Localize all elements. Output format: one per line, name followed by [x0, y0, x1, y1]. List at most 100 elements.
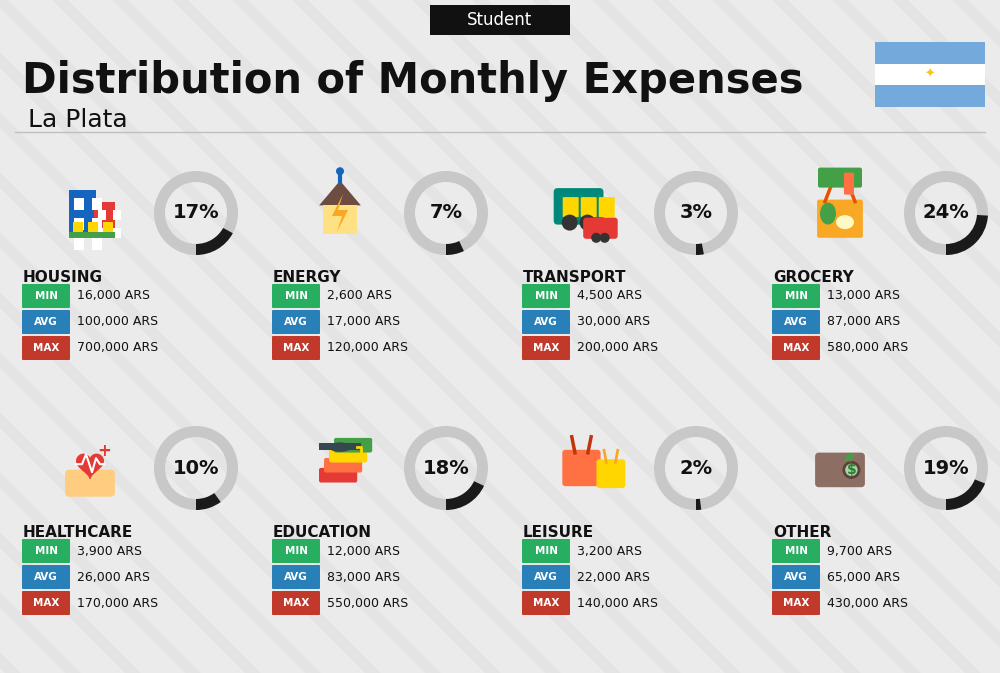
Text: MAX: MAX: [783, 343, 809, 353]
Text: HEALTHCARE: HEALTHCARE: [23, 525, 133, 540]
Text: MAX: MAX: [783, 598, 809, 608]
Polygon shape: [332, 194, 348, 232]
Text: MIN: MIN: [784, 291, 808, 301]
Polygon shape: [77, 454, 103, 479]
Text: 22,000 ARS: 22,000 ARS: [577, 571, 650, 583]
Text: GROCERY: GROCERY: [773, 270, 854, 285]
FancyBboxPatch shape: [319, 468, 357, 483]
Text: 83,000 ARS: 83,000 ARS: [327, 571, 400, 583]
Wedge shape: [404, 426, 488, 510]
Text: 17,000 ARS: 17,000 ARS: [327, 316, 400, 328]
Text: +: +: [98, 442, 111, 460]
Text: 100,000 ARS: 100,000 ARS: [77, 316, 158, 328]
Text: 170,000 ARS: 170,000 ARS: [77, 596, 158, 610]
FancyBboxPatch shape: [583, 217, 618, 239]
FancyBboxPatch shape: [65, 470, 115, 497]
Text: TRANSPORT: TRANSPORT: [523, 270, 626, 285]
Text: Distribution of Monthly Expenses: Distribution of Monthly Expenses: [22, 60, 804, 102]
FancyBboxPatch shape: [772, 539, 820, 563]
Text: MIN: MIN: [285, 546, 308, 556]
FancyBboxPatch shape: [74, 238, 84, 250]
FancyBboxPatch shape: [272, 310, 320, 334]
Text: La Plata: La Plata: [28, 108, 128, 132]
Text: EDUCATION: EDUCATION: [273, 525, 372, 540]
Circle shape: [591, 233, 601, 243]
Text: 580,000 ARS: 580,000 ARS: [827, 341, 908, 355]
Circle shape: [336, 167, 344, 175]
Text: MAX: MAX: [33, 598, 59, 608]
Wedge shape: [404, 171, 488, 255]
FancyBboxPatch shape: [430, 5, 570, 35]
Text: 4,500 ARS: 4,500 ARS: [577, 289, 642, 302]
FancyBboxPatch shape: [522, 591, 570, 615]
Text: MAX: MAX: [283, 598, 309, 608]
FancyBboxPatch shape: [22, 565, 70, 589]
Wedge shape: [446, 481, 484, 510]
Text: 10%: 10%: [173, 458, 219, 478]
FancyBboxPatch shape: [73, 222, 83, 232]
FancyBboxPatch shape: [599, 197, 615, 217]
FancyBboxPatch shape: [581, 197, 597, 217]
Ellipse shape: [820, 203, 836, 225]
FancyBboxPatch shape: [272, 591, 320, 615]
Text: 200,000 ARS: 200,000 ARS: [577, 341, 658, 355]
Text: MIN: MIN: [534, 546, 558, 556]
Wedge shape: [696, 244, 704, 255]
FancyBboxPatch shape: [563, 197, 579, 217]
FancyBboxPatch shape: [522, 565, 570, 589]
Text: ENERGY: ENERGY: [273, 270, 342, 285]
FancyBboxPatch shape: [69, 232, 115, 238]
FancyBboxPatch shape: [272, 284, 320, 308]
Text: AVG: AVG: [534, 572, 558, 582]
Text: AVG: AVG: [534, 317, 558, 327]
FancyBboxPatch shape: [522, 336, 570, 360]
FancyBboxPatch shape: [844, 172, 854, 194]
FancyBboxPatch shape: [113, 209, 121, 219]
Text: MIN: MIN: [534, 291, 558, 301]
Circle shape: [600, 233, 610, 243]
Text: AVG: AVG: [784, 317, 808, 327]
FancyBboxPatch shape: [92, 238, 102, 250]
Wedge shape: [904, 171, 988, 255]
FancyBboxPatch shape: [596, 459, 625, 488]
Wedge shape: [196, 493, 221, 510]
FancyBboxPatch shape: [22, 336, 70, 360]
FancyBboxPatch shape: [554, 188, 604, 225]
Text: AVG: AVG: [784, 572, 808, 582]
FancyBboxPatch shape: [522, 539, 570, 563]
Wedge shape: [154, 426, 238, 510]
Text: MAX: MAX: [33, 343, 59, 353]
Text: MAX: MAX: [283, 343, 309, 353]
Text: 12,000 ARS: 12,000 ARS: [327, 544, 400, 557]
FancyBboxPatch shape: [815, 453, 865, 487]
Text: 17%: 17%: [173, 203, 219, 223]
Circle shape: [562, 215, 578, 231]
Text: 430,000 ARS: 430,000 ARS: [827, 596, 908, 610]
Text: MAX: MAX: [533, 598, 559, 608]
FancyBboxPatch shape: [323, 205, 357, 234]
FancyBboxPatch shape: [103, 222, 113, 232]
FancyBboxPatch shape: [22, 310, 70, 334]
FancyBboxPatch shape: [334, 438, 372, 452]
Wedge shape: [446, 241, 464, 255]
Ellipse shape: [329, 442, 351, 452]
FancyBboxPatch shape: [772, 565, 820, 589]
Text: 87,000 ARS: 87,000 ARS: [827, 316, 900, 328]
Text: 9,700 ARS: 9,700 ARS: [827, 544, 892, 557]
Wedge shape: [946, 215, 988, 255]
FancyBboxPatch shape: [88, 222, 98, 232]
FancyBboxPatch shape: [319, 444, 361, 450]
FancyBboxPatch shape: [22, 539, 70, 563]
Text: MIN: MIN: [285, 291, 308, 301]
FancyBboxPatch shape: [875, 64, 985, 85]
Polygon shape: [319, 180, 361, 205]
Text: 3,200 ARS: 3,200 ARS: [577, 544, 642, 557]
Text: 24%: 24%: [923, 203, 969, 223]
Text: AVG: AVG: [34, 317, 58, 327]
Ellipse shape: [836, 215, 854, 229]
Text: AVG: AVG: [284, 572, 308, 582]
FancyBboxPatch shape: [817, 200, 863, 238]
FancyBboxPatch shape: [875, 85, 985, 107]
FancyBboxPatch shape: [113, 227, 121, 238]
Text: ✦: ✦: [925, 68, 935, 81]
